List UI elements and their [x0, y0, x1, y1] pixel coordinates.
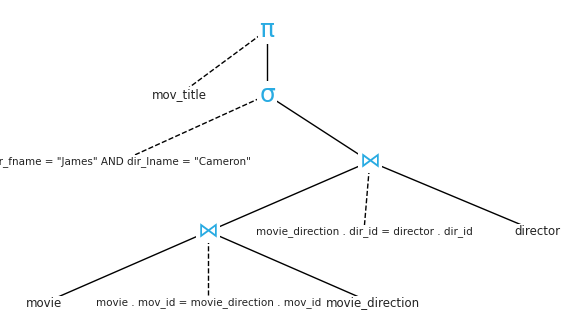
Text: π: π — [259, 18, 275, 42]
Text: movie . mov_id = movie_direction . mov_id: movie . mov_id = movie_direction . mov_i… — [96, 298, 321, 308]
Text: σ: σ — [259, 83, 275, 107]
Text: movie: movie — [26, 296, 62, 310]
Text: dir_fname = "James" AND dir_lname = "Cameron": dir_fname = "James" AND dir_lname = "Cam… — [0, 156, 251, 167]
Text: director: director — [514, 225, 560, 238]
Text: mov_title: mov_title — [151, 88, 207, 102]
Text: ⋈: ⋈ — [198, 221, 219, 241]
Text: movie_direction: movie_direction — [326, 296, 420, 310]
Text: movie_direction . dir_id = director . dir_id: movie_direction . dir_id = director . di… — [255, 226, 473, 237]
Text: ⋈: ⋈ — [359, 152, 380, 171]
